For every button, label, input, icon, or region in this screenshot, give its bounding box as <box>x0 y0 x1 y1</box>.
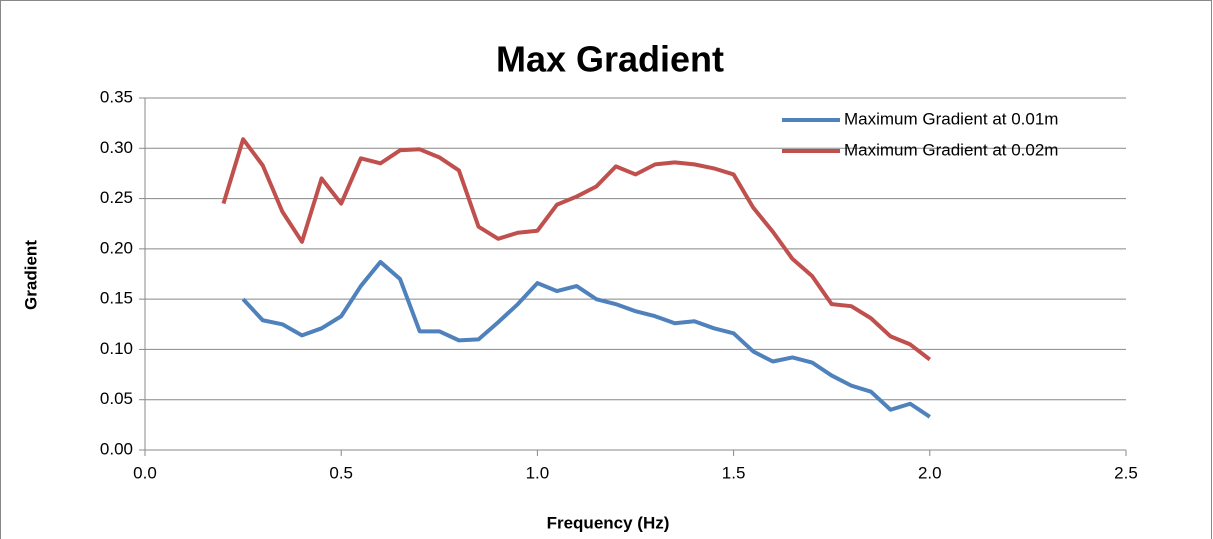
legend-label: Maximum Gradient at 0.02m <box>844 140 1058 159</box>
y-tick-label: 0.05 <box>100 389 133 408</box>
y-tick-label: 0.25 <box>100 188 133 207</box>
y-axis-label: Gradient <box>21 240 40 310</box>
x-tick-label: 0.5 <box>329 463 353 482</box>
series-line <box>221 137 932 362</box>
chart-title: Max Gradient <box>496 39 724 80</box>
x-tick-label: 0.0 <box>133 463 157 482</box>
y-tick-label: 0.35 <box>100 87 133 106</box>
x-tick-label: 1.5 <box>722 463 746 482</box>
legend-label: Maximum Gradient at 0.01m <box>844 109 1058 128</box>
y-tick-label: 0.20 <box>100 238 133 257</box>
y-tick-label: 0.00 <box>100 439 133 458</box>
series-line <box>241 259 931 419</box>
x-axis-label: Frequency (Hz) <box>547 513 670 532</box>
y-tick-label: 0.10 <box>100 339 133 358</box>
x-tick-label: 1.0 <box>526 463 550 482</box>
x-tick-label: 2.5 <box>1114 463 1138 482</box>
x-tick-label: 2.0 <box>918 463 942 482</box>
y-tick-label: 0.30 <box>100 138 133 157</box>
y-tick-label: 0.15 <box>100 289 133 308</box>
